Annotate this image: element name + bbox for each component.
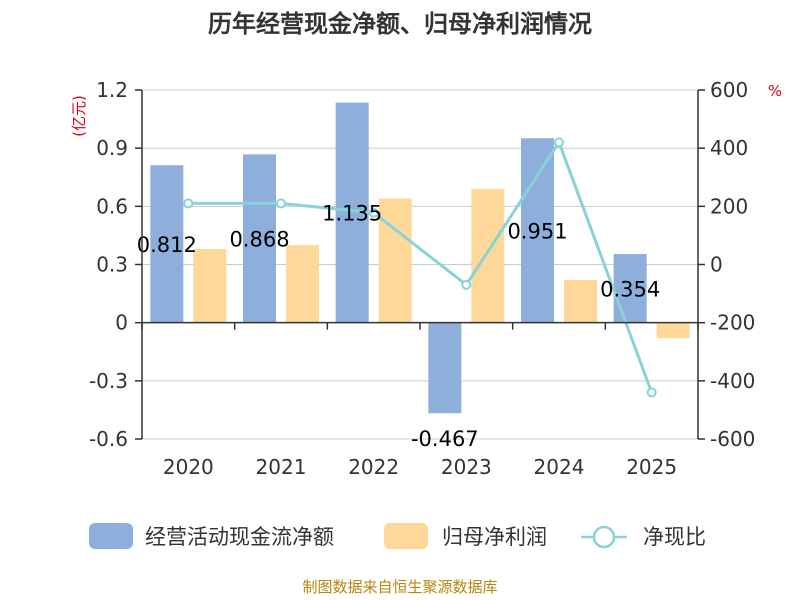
x-tick-label: 2024 [534,455,585,479]
axes [141,90,699,439]
ratio-point [554,137,564,148]
ratio-point [183,198,194,209]
data-label-cashflow: -0.467 [411,427,479,451]
data-label-cashflow: 1.135 [322,202,382,226]
data-label-cashflow: 0.951 [507,219,567,243]
y-tick-label-right: -200 [710,311,755,335]
bar-cashflow [428,322,462,414]
legend: 经营活动现金流净额 归母净利润 净现比 [89,523,706,549]
bar-cashflow [150,165,184,323]
x-tick-label: 2023 [441,455,492,479]
y-tick-label-left: -0.6 [89,427,128,451]
y-tick-label-left: 1.2 [96,78,128,102]
ratio-point [646,387,657,398]
data-labels: 0.812 0.868 1.135 -0.467 0.951 0.354 [137,202,660,452]
bar-netprofit [378,198,412,323]
legend-label-ratio: 净现比 [643,525,706,549]
source-note: 制图数据来自恒生聚源数据库 [302,578,497,596]
x-tick-label: 2020 [163,455,214,479]
y-tick-label-left: 0.6 [96,194,128,218]
y-tick-label-right: 0 [710,253,723,277]
y-tick-label-left: 0 [115,311,128,335]
y-tick-label-right: -400 [710,369,755,393]
ratio-point [461,279,472,290]
legend-swatch-cashflow [89,523,133,549]
x-tick-label: 2022 [348,455,399,479]
y-tick-label-left: 0.9 [96,136,128,160]
x-axis-ticks: 2020 2021 2022 2023 2024 2025 [141,322,699,479]
x-tick-label: 2021 [256,455,307,479]
x-tick-label: 2025 [626,455,677,479]
y-axis-left-label: (亿元) [70,95,88,137]
bar-cashflow [613,254,647,323]
legend-label-cashflow: 经营活动现金流净额 [145,525,334,549]
y-tick-label-right: -600 [710,427,755,451]
ratio-point [276,198,286,209]
ratio-line-path [188,139,654,393]
bar-netprofit [656,322,690,339]
bars [150,102,690,414]
y-axis-right-label: % [768,82,782,100]
data-label-cashflow: 0.868 [229,228,289,252]
data-label-cashflow: 0.812 [137,233,197,257]
data-label-cashflow: 0.354 [600,277,660,301]
y-axis-left-ticks: 1.2 0.9 0.6 0.3 0 -0.3 -0.6 [89,78,142,451]
y-tick-label-right: 200 [710,194,748,218]
bar-netprofit [193,248,227,323]
y-tick-label-left: 0.3 [96,253,128,277]
bar-cashflow [243,154,276,323]
legend-label-netprofit: 归母净利润 [442,525,547,549]
bar-netprofit [286,245,319,323]
legend-marker-ratio [592,525,616,549]
y-tick-label-right: 400 [710,136,748,160]
y-tick-label-right: 600 [710,78,748,102]
y-axis-right-ticks: 600 400 200 0 -200 -400 -600 [698,78,755,451]
ratio-line [183,137,657,398]
legend-swatch-netprofit [384,523,428,549]
ratio-point [368,207,379,218]
bar-netprofit [564,280,597,323]
bar-cashflow [521,138,554,323]
y-tick-label-left: -0.3 [89,369,128,393]
bar-netprofit [471,188,505,323]
chart-title: 历年经营现金净额、归母净利润情况 [208,10,592,38]
